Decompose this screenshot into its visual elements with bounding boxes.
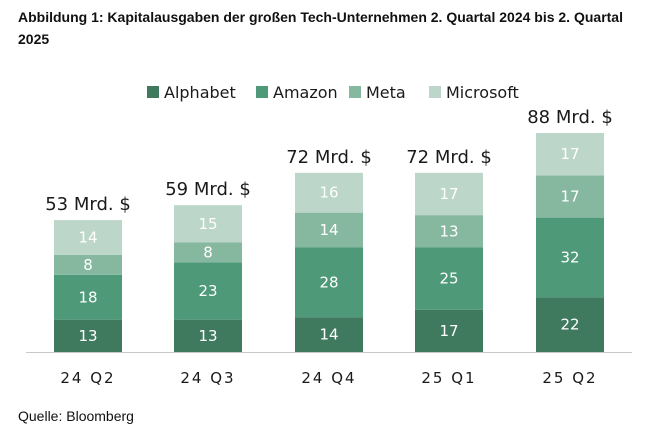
data-label-meta: 17 xyxy=(560,187,579,205)
data-label-alphabet: 22 xyxy=(560,316,579,334)
legend-label-alphabet: Alphabet xyxy=(164,83,236,102)
total-label: 72 Mrd. $ xyxy=(406,147,492,168)
bar-segment-microsoft xyxy=(415,172,483,216)
legend-label-microsoft: Microsoft xyxy=(446,83,519,102)
bar-segment-microsoft xyxy=(54,220,122,255)
bar-segment-alphabet xyxy=(54,319,122,352)
data-label-microsoft: 14 xyxy=(78,229,97,247)
legend-swatch-alphabet xyxy=(147,86,159,98)
x-tick-label: 24 Q3 xyxy=(180,369,235,387)
bar-segment-alphabet xyxy=(295,317,363,352)
data-label-amazon: 23 xyxy=(198,282,217,300)
bar-segment-amazon xyxy=(295,247,363,318)
total-label: 53 Mrd. $ xyxy=(45,194,131,215)
bar-segment-microsoft xyxy=(174,205,242,243)
legend-swatch-amazon xyxy=(256,86,268,98)
data-label-alphabet: 14 xyxy=(319,326,338,344)
x-tick-label: 24 Q2 xyxy=(60,369,115,387)
chart-title: Abbildung 1: Kapitalausgaben der großen … xyxy=(18,9,623,47)
total-label: 72 Mrd. $ xyxy=(286,147,372,168)
bar-segment-meta xyxy=(536,175,604,218)
bar-segment-alphabet xyxy=(536,297,604,352)
bar-segment-microsoft xyxy=(295,172,363,213)
bar-segment-meta xyxy=(54,254,122,275)
data-label-alphabet: 13 xyxy=(198,327,217,345)
bar-segment-meta xyxy=(174,242,242,263)
bar-segment-alphabet xyxy=(415,309,483,352)
bar-segment-amazon xyxy=(536,217,604,298)
data-label-meta: 8 xyxy=(203,243,213,261)
data-label-microsoft: 17 xyxy=(439,185,458,203)
source-note: Quelle: Bloomberg xyxy=(18,408,134,424)
bar-segment-amazon xyxy=(174,262,242,320)
bar-segment-alphabet xyxy=(174,319,242,352)
data-label-amazon: 28 xyxy=(319,273,338,291)
data-label-meta: 8 xyxy=(83,256,93,274)
legend-swatch-meta xyxy=(349,86,361,98)
data-label-microsoft: 15 xyxy=(198,215,217,233)
data-label-meta: 13 xyxy=(439,222,458,240)
data-label-microsoft: 17 xyxy=(560,145,579,163)
total-label: 88 Mrd. $ xyxy=(527,107,613,128)
x-tick-label: 25 Q2 xyxy=(542,369,597,387)
bar-segment-amazon xyxy=(415,247,483,310)
bar-segment-meta xyxy=(295,212,363,248)
data-label-alphabet: 13 xyxy=(78,327,97,345)
total-label: 59 Mrd. $ xyxy=(165,179,251,200)
data-label-amazon: 25 xyxy=(439,270,458,288)
data-label-amazon: 32 xyxy=(560,248,579,266)
x-tick-label: 25 Q1 xyxy=(421,369,476,387)
legend-label-amazon: Amazon xyxy=(273,83,338,102)
data-label-meta: 14 xyxy=(319,221,338,239)
x-tick-label: 24 Q4 xyxy=(301,369,356,387)
data-label-microsoft: 16 xyxy=(319,184,338,202)
bar-segment-meta xyxy=(415,215,483,248)
legend-label-meta: Meta xyxy=(366,83,406,102)
data-label-alphabet: 17 xyxy=(439,322,458,340)
data-label-amazon: 18 xyxy=(78,288,97,306)
bar-segment-amazon xyxy=(54,274,122,320)
bar-segment-microsoft xyxy=(536,133,604,176)
legend-swatch-microsoft xyxy=(429,86,441,98)
